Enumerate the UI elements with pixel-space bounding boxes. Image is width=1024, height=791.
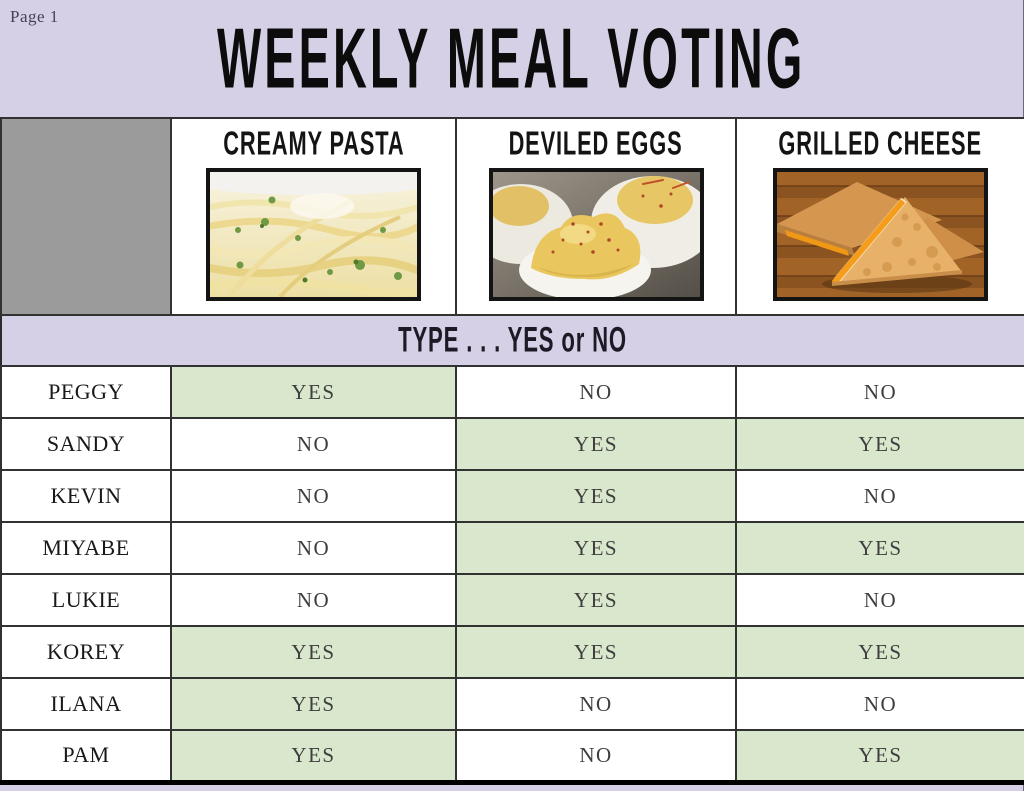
- vote-cell: NO: [170, 469, 457, 523]
- table-row: PEGGY YES NO NO: [0, 365, 1024, 419]
- vote-cell: YES: [735, 417, 1024, 471]
- voter-name: PAM: [0, 729, 172, 783]
- deviled-eggs-image: [492, 172, 700, 297]
- meal-name-text: CREAMY PASTA: [222, 122, 405, 162]
- page-title: WEEKLY MEAL VOTING: [0, 0, 1023, 117]
- type-instruction-row: TYPE . . . YES or NO: [0, 314, 1024, 367]
- meal-name-text: GRILLED CHEESE: [778, 122, 983, 162]
- voter-name: KEVIN: [0, 469, 172, 523]
- meal-column-creamy-pasta: CREAMY PASTA: [170, 117, 457, 316]
- vote-cell: NO: [170, 573, 457, 627]
- meal-name-text: DEVILED EGGS: [509, 122, 683, 162]
- meal-name-label: DEVILED EGGS: [458, 120, 734, 167]
- table-row: ILANA YES NO NO: [0, 677, 1024, 731]
- meal-name-label: CREAMY PASTA: [173, 120, 454, 167]
- vote-cell: NO: [170, 417, 457, 471]
- voter-name: LUKIE: [0, 573, 172, 627]
- table-row: KEVIN NO YES NO: [0, 469, 1024, 523]
- meal-name-label: GRILLED CHEESE: [738, 120, 1023, 167]
- type-instruction-text: TYPE . . . YES or NO: [398, 320, 628, 360]
- page-number-label: Page 1: [10, 7, 59, 26]
- vote-cell: NO: [735, 677, 1024, 731]
- vote-cell: YES: [455, 521, 737, 575]
- corner-cell: [0, 117, 172, 316]
- vote-cell: NO: [455, 677, 737, 731]
- voter-name: SANDY: [0, 417, 172, 471]
- vote-cell: YES: [455, 625, 737, 679]
- vote-cell: YES: [170, 625, 457, 679]
- table-row: KOREY YES YES YES: [0, 625, 1024, 679]
- vote-cell: NO: [170, 521, 457, 575]
- votes-body: PEGGY YES NO NO SANDY NO YES YES KEVIN N…: [0, 365, 1024, 783]
- vote-cell: YES: [455, 573, 737, 627]
- vote-cell: NO: [455, 365, 737, 419]
- page-title-text: WEEKLY MEAL VOTING: [217, 10, 806, 107]
- deviled-eggs-photo: [488, 168, 704, 301]
- grilled-cheese-image: [777, 172, 984, 297]
- creamy-pasta-image: [210, 172, 417, 297]
- vote-cell: YES: [735, 521, 1024, 575]
- voter-name: MIYABE: [0, 521, 172, 575]
- vote-cell: YES: [455, 417, 737, 471]
- vote-cell: NO: [455, 729, 737, 783]
- vote-cell: NO: [735, 365, 1024, 419]
- grilled-cheese-photo: [773, 168, 988, 301]
- table-row: MIYABE NO YES YES: [0, 521, 1024, 575]
- vote-cell: NO: [735, 573, 1024, 627]
- vote-cell: YES: [170, 729, 457, 783]
- meal-column-deviled-eggs: DEVILED EGGS: [455, 117, 737, 316]
- vote-cell: YES: [735, 625, 1024, 679]
- voter-name: PEGGY: [0, 365, 172, 419]
- table-row: LUKIE NO YES NO: [0, 573, 1024, 627]
- meal-column-grilled-cheese: GRILLED CHEESE: [735, 117, 1024, 316]
- meal-voting-table: CREAMY PASTA: [0, 117, 1024, 785]
- page-header-band: Page 1 WEEKLY MEAL VOTING: [0, 0, 1023, 117]
- vote-cell: YES: [170, 365, 457, 419]
- type-instruction-cell: TYPE . . . YES or NO: [0, 314, 1024, 367]
- voter-name: ILANA: [0, 677, 172, 731]
- vote-cell: YES: [455, 469, 737, 523]
- vote-cell: NO: [735, 469, 1024, 523]
- creamy-pasta-photo: [206, 168, 421, 301]
- vote-cell: YES: [735, 729, 1024, 783]
- meal-header-row: CREAMY PASTA: [0, 117, 1024, 316]
- table-row: SANDY NO YES YES: [0, 417, 1024, 471]
- voter-name: KOREY: [0, 625, 172, 679]
- vote-cell: YES: [170, 677, 457, 731]
- table-row: PAM YES NO YES: [0, 729, 1024, 783]
